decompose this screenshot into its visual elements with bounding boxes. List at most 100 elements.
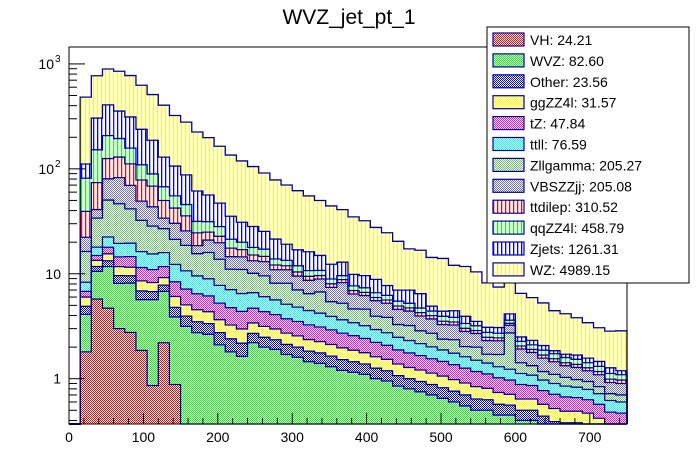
bar-ttll-bin-22 bbox=[314, 313, 326, 327]
bar-ggZZ4l-bin-35 bbox=[459, 382, 471, 395]
bar-ttdilep-bin-8 bbox=[158, 200, 170, 219]
chart-title: WVZ_jet_pt_1 bbox=[282, 6, 415, 29]
bar-VBSZZjj-bin-32 bbox=[426, 318, 438, 334]
y-tick-label: 10 bbox=[38, 161, 54, 177]
bar-WZ-bin-1 bbox=[80, 97, 92, 164]
bar-ggZZ4l-bin-13 bbox=[214, 319, 226, 333]
bar-VBSZZjj-bin-36 bbox=[470, 333, 482, 348]
bar-WVZ-bin-11 bbox=[191, 332, 203, 424]
bar-VH-bin-7 bbox=[147, 385, 159, 424]
bar-WVZ-bin-7 bbox=[147, 299, 159, 386]
bar-WZ-bin-9 bbox=[169, 115, 181, 167]
bar-WZ-bin-2 bbox=[91, 75, 103, 119]
bar-ttdilep-bin-28 bbox=[381, 300, 393, 304]
bar-ttdilep-bin-35 bbox=[459, 328, 471, 332]
bar-ttll-bin-13 bbox=[214, 285, 226, 304]
bar-WZ-bin-8 bbox=[158, 105, 170, 158]
bar-ggZZ4l-bin-8 bbox=[158, 277, 170, 286]
bar-tZ-bin-1 bbox=[80, 291, 92, 298]
bar-Zjets-bin-18 bbox=[269, 239, 282, 259]
bar-qqZZ4l-bin-11 bbox=[191, 221, 203, 233]
bar-VBSZZjj-bin-27 bbox=[370, 300, 382, 317]
bar-VBSZZjj-bin-24 bbox=[336, 282, 348, 304]
bar-WVZ-bin-14 bbox=[225, 351, 237, 424]
bar-tZ-bin-16 bbox=[247, 308, 259, 323]
bar-Zllgamma-bin-24 bbox=[336, 303, 348, 320]
legend-entry-VH: VH: 24.21 bbox=[492, 32, 592, 48]
bar-Zjets-bin-22 bbox=[314, 255, 326, 271]
legend-entry-ttll: ttll: 76.59 bbox=[492, 137, 587, 153]
bar-Zjets-bin-26 bbox=[359, 275, 371, 288]
bar-ttll-bin-12 bbox=[202, 278, 215, 296]
bar-VBSZZjj-bin-28 bbox=[381, 303, 393, 318]
bar-WVZ-bin-4 bbox=[113, 283, 125, 329]
bar-ggZZ4l-bin-6 bbox=[135, 280, 148, 291]
bar-Other-bin-9 bbox=[169, 307, 181, 317]
bar-tZ-bin-19 bbox=[281, 318, 293, 334]
bar-ggZZ4l-bin-16 bbox=[247, 322, 259, 334]
bar-Zllgamma-bin-5 bbox=[124, 208, 136, 244]
bar-WZ-bin-36 bbox=[470, 271, 482, 322]
bar-tZ-bin-10 bbox=[180, 289, 192, 305]
bar-ggZZ4l-bin-21 bbox=[303, 339, 315, 352]
bar-Zllgamma-bin-36 bbox=[470, 347, 482, 361]
bar-Zjets-bin-15 bbox=[236, 222, 248, 243]
bar-qqZZ4l-bin-37 bbox=[481, 332, 494, 338]
bar-WZ-bin-30 bbox=[403, 248, 415, 291]
bar-Other-bin-41 bbox=[526, 410, 538, 421]
bar-WZ-bin-32 bbox=[426, 257, 438, 307]
y-tick-label: 1 bbox=[53, 371, 61, 387]
bar-ttll-bin-31 bbox=[414, 343, 427, 356]
bar-ggZZ4l-bin-24 bbox=[336, 347, 348, 360]
bar-ggZZ4l-bin-23 bbox=[325, 344, 337, 357]
bar-ttll-bin-38 bbox=[493, 366, 505, 378]
bar-Zjets-bin-28 bbox=[381, 285, 393, 296]
bar-ttdilep-bin-25 bbox=[348, 290, 360, 294]
legend-entry-WZ: WZ: 4989.15 bbox=[492, 262, 610, 278]
bar-Zllgamma-bin-43 bbox=[548, 374, 561, 384]
bar-ttdilep-bin-6 bbox=[135, 180, 148, 202]
series-Zjets bbox=[80, 104, 627, 375]
bar-WZ-bin-45 bbox=[571, 317, 583, 356]
series-VH bbox=[80, 299, 181, 424]
bar-ttdilep-bin-32 bbox=[426, 315, 438, 319]
bar-Other-bin-5 bbox=[124, 275, 136, 284]
bar-Zjets-bin-48 bbox=[604, 367, 616, 374]
bar-WVZ-bin-13 bbox=[214, 344, 226, 424]
bar-WVZ-bin-20 bbox=[292, 357, 304, 424]
bar-ttll-bin-29 bbox=[392, 337, 404, 350]
legend-swatch bbox=[492, 157, 525, 172]
bar-ttdilep-bin-41 bbox=[526, 349, 538, 353]
bar-WZ-bin-22 bbox=[314, 200, 326, 256]
bar-ttdilep-bin-40 bbox=[515, 345, 527, 349]
legend-swatch bbox=[492, 32, 525, 47]
bar-Other-bin-26 bbox=[359, 364, 371, 375]
bar-Other-bin-22 bbox=[314, 352, 326, 364]
bar-VBSZZjj-bin-42 bbox=[537, 358, 549, 372]
bar-WZ-bin-14 bbox=[225, 155, 237, 217]
bar-Zjets-bin-19 bbox=[281, 244, 293, 261]
bar-qqZZ4l-bin-20 bbox=[292, 265, 304, 272]
bar-ttll-bin-14 bbox=[225, 289, 237, 308]
bar-Zllgamma-bin-31 bbox=[414, 330, 427, 344]
outline-Zllgamma bbox=[69, 199, 628, 425]
bar-Zjets-bin-30 bbox=[403, 290, 415, 304]
bar-ttll-bin-3 bbox=[102, 237, 114, 248]
bar-Zjets-bin-25 bbox=[348, 274, 360, 286]
bar-tZ-bin-4 bbox=[113, 256, 125, 267]
bar-Zjets-bin-34 bbox=[448, 310, 460, 318]
bar-ttll-bin-28 bbox=[381, 332, 393, 346]
bar-ttdilep-bin-5 bbox=[124, 163, 136, 186]
bar-Zjets-bin-36 bbox=[470, 321, 482, 326]
legend-entry-ggZZ4l: ggZZ4l: 31.57 bbox=[492, 95, 617, 111]
bar-Zllgamma-bin-25 bbox=[348, 308, 360, 323]
bar-qqZZ4l-bin-19 bbox=[281, 260, 293, 266]
bar-VH-bin-1 bbox=[80, 351, 92, 424]
bar-Zjets-bin-14 bbox=[225, 216, 237, 240]
bar-tZ-bin-36 bbox=[470, 371, 482, 387]
bar-WZ-bin-40 bbox=[515, 293, 527, 337]
bar-VBSZZjj-bin-11 bbox=[191, 245, 203, 254]
bar-Other-bin-19 bbox=[281, 344, 293, 355]
bar-qqZZ4l-bin-10 bbox=[180, 204, 192, 216]
